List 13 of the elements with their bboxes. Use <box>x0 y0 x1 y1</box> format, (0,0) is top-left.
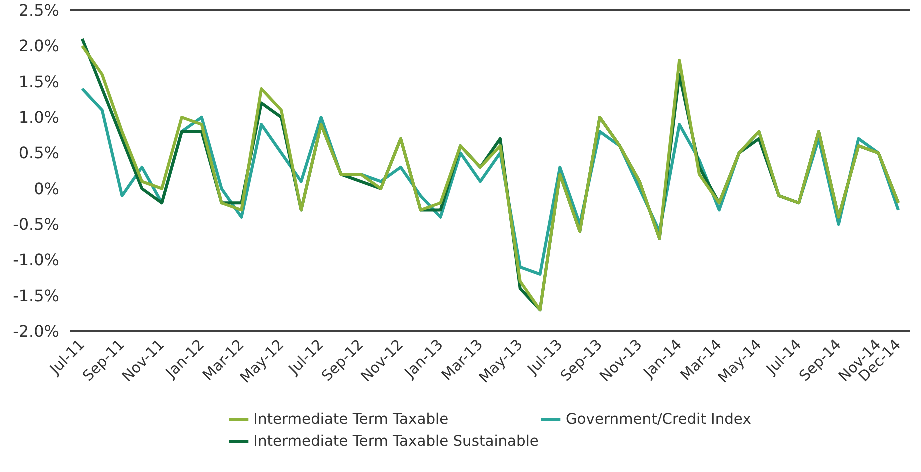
y-tick-label: 0% <box>34 179 60 198</box>
y-tick-label: 1.0% <box>18 108 60 127</box>
legend-label: Intermediate Term Taxable <box>254 410 449 428</box>
y-tick-label: -1.5% <box>13 286 60 306</box>
y-tick-label: 2.5% <box>18 1 60 20</box>
y-tick-label: -2.0% <box>13 322 60 341</box>
y-tick-label: -0.5% <box>13 215 60 234</box>
y-tick-label: 2.0% <box>18 36 60 56</box>
legend-label: Intermediate Term Taxable Sustainable <box>254 432 539 450</box>
y-tick-label: 1.5% <box>18 72 60 92</box>
legend-label: Government/Credit Index <box>566 410 752 428</box>
y-tick-label: -1.0% <box>13 250 60 270</box>
y-tick-label: 0.5% <box>18 144 60 163</box>
